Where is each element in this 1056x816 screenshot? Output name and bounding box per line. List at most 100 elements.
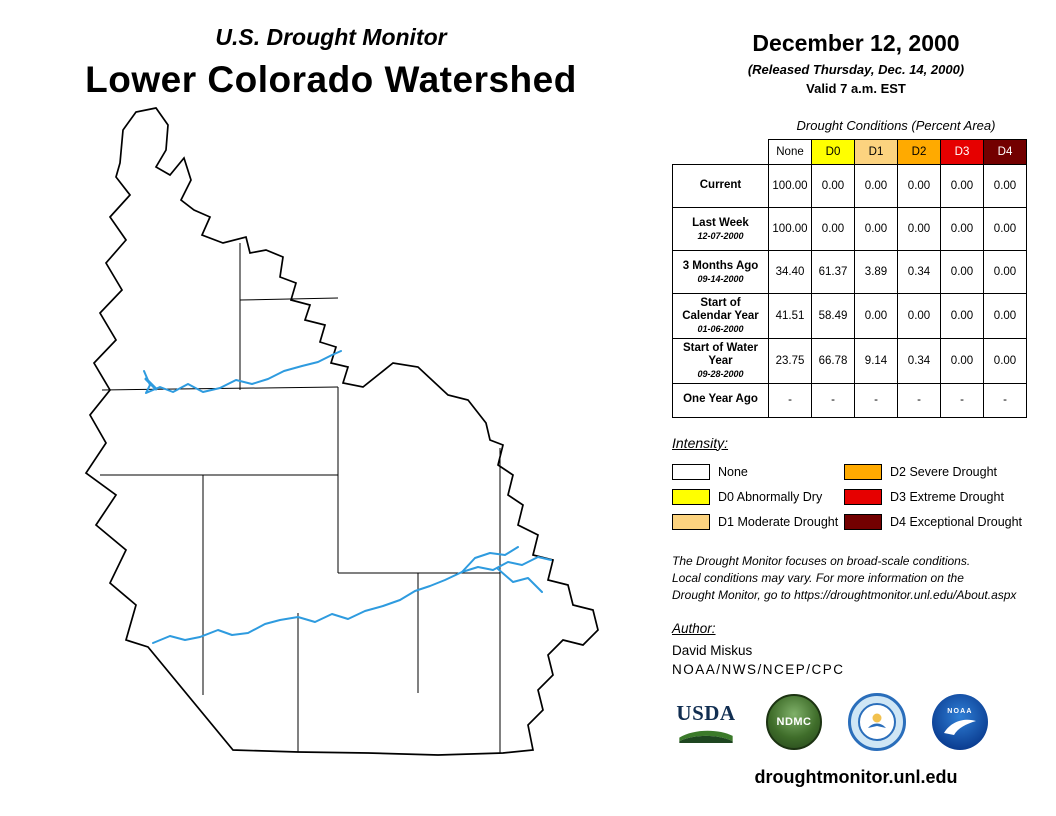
row-label-cell: Start of Calendar Year 01-06-2000 [672,293,769,339]
percent-cell: 0.00 [897,207,941,251]
noaa-logo: NOAA [932,693,988,750]
row-date: 12-07-2000 [697,230,744,241]
legend-swatch-none [672,464,710,481]
author-organization: NOAA/NWS/NCEP/CPC [672,661,845,677]
commerce-seal-inner [858,702,896,741]
table-header-row: None D0 D1 D2 D3 D4 [672,139,1027,165]
percent-cell: 0.00 [854,207,898,251]
row-label: Current [699,178,742,191]
legend-swatch-d2 [844,464,882,481]
report-date: December 12, 2000 [752,30,960,56]
table-row-3-months-ago: 3 Months Ago 09-14-2000 34.40 61.37 3.89… [672,250,1027,294]
percent-cell: 23.75 [768,337,812,384]
info-panel: December 12, 2000 (Released Thursday, De… [672,30,1040,788]
row-date: 01-06-2000 [697,324,744,335]
row-label: 3 Months Ago [682,259,759,272]
percent-cell: 0.00 [983,207,1027,251]
table-row-one-year-ago: One Year Ago - - - - - - [672,382,1027,418]
percent-cell: 3.89 [854,250,898,294]
legend-item-d4: D4 Exceptional Drought [844,514,1040,531]
table-row-last-week: Last Week 12-07-2000 100.00 0.00 0.00 0.… [672,207,1027,251]
commerce-seal-icon [848,692,906,751]
percent-cell: - [768,382,812,418]
released-date: (Released Thursday, Dec. 14, 2000) [747,62,965,77]
percent-cell: 0.00 [983,164,1027,208]
percent-cell: - [983,382,1027,418]
legend-item-d2: D2 Severe Drought [844,464,1040,481]
row-label-cell: Start of Water Year 09-28-2000 [672,337,769,384]
percent-cell: 0.00 [940,250,984,294]
table-row-start-water-year: Start of Water Year 09-28-2000 23.75 66.… [672,337,1027,384]
percent-cell: 0.34 [897,250,941,294]
percent-cell: 100.00 [768,164,812,208]
row-label: Last Week [692,216,749,229]
percent-cell: 0.00 [854,293,898,339]
percent-cell: - [897,382,941,418]
legend-swatch-d3 [844,489,882,506]
legend-item-d3: D3 Extreme Drought [844,489,1040,506]
watershed-map [84,107,599,756]
legend-label: D2 Severe Drought [890,465,998,480]
row-label-cell: Last Week 12-07-2000 [672,207,769,251]
little-colorado-river [143,350,342,394]
usda-field-icon [679,730,733,743]
ndmc-logo: NDMC [766,693,822,750]
percent-cell: 0.00 [811,207,855,251]
legend-swatch-d0 [672,489,710,506]
percent-cell: - [940,382,984,418]
percent-cell: 61.37 [811,250,855,294]
disclaimer-line: Local conditions may vary. For more info… [672,570,964,585]
table-title: Drought Conditions (Percent Area) [796,118,996,133]
gila-river [152,556,552,644]
percent-cell: 0.00 [983,250,1027,294]
column-header-d4: D4 [983,139,1027,165]
river-braid [144,377,158,391]
row-date: 09-14-2000 [697,273,744,284]
table-corner-cell [672,139,769,165]
row-label: Start of Calendar Year [682,297,759,323]
column-header-d3: D3 [940,139,984,165]
author-name: David Miskus [672,642,753,658]
noaa-wordmark: NOAA [947,707,973,715]
table-row-current: Current 100.00 0.00 0.00 0.00 0.00 0.00 [672,164,1027,208]
percent-cell: - [854,382,898,418]
eagle-icon [868,713,886,728]
percent-cell: - [811,382,855,418]
legend-item-d0: D0 Abnormally Dry [672,489,844,506]
percent-cell: 0.00 [983,337,1027,384]
column-header-d2: D2 [897,139,941,165]
column-header-none: None [768,139,812,165]
valid-time: Valid 7 a.m. EST [806,81,906,96]
drought-monitor-url: droughtmonitor.unl.edu [754,766,958,787]
legend-label: D0 Abnormally Dry [718,490,823,505]
disclaimer-line: The Drought Monitor focuses on broad-sca… [672,553,971,568]
percent-cell: 58.49 [811,293,855,339]
legend-title: Intensity: [672,434,729,451]
table-row-start-calendar-year: Start of Calendar Year 01-06-2000 41.51 … [672,293,1027,339]
percent-cell: 0.00 [940,293,984,339]
report-supertitle: U.S. Drought Monitor [215,24,447,50]
san-pedro-fork [497,568,543,593]
watershed-outline [84,107,599,756]
salt-river-fork [461,546,519,573]
row-label-cell: Current [672,164,769,208]
row-label-cell: One Year Ago [672,382,769,418]
percent-cell: 0.00 [940,207,984,251]
agency-logos: USDA NDMC NOAA [672,692,1040,751]
noaa-gull-icon [944,719,976,735]
disclaimer-text: The Drought Monitor focuses on broad-sca… [672,553,1040,605]
percent-cell: 0.00 [897,164,941,208]
legend-swatch-d1 [672,514,710,531]
percent-cell: 0.00 [811,164,855,208]
usda-wordmark: USDA [676,700,736,725]
ndmc-wordmark: NDMC [776,715,812,728]
page-title: Lower Colorado Watershed [85,59,577,100]
percent-cell: 0.00 [983,293,1027,339]
percent-cell: 100.00 [768,207,812,251]
row-date: 09-28-2000 [697,369,744,380]
legend-item-d1: D1 Moderate Drought [672,514,844,531]
title-block: U.S. Drought Monitor Lower Colorado Wate… [0,24,662,101]
percent-cell: 0.00 [897,293,941,339]
author-heading: Author: [672,620,716,636]
